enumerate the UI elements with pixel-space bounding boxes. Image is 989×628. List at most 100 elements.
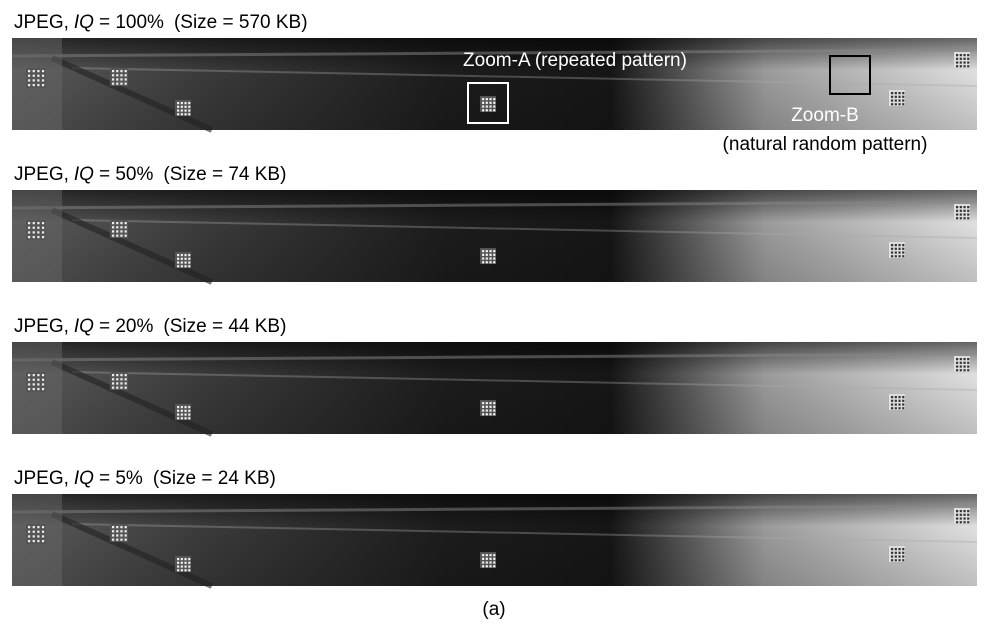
target-dot	[482, 413, 484, 415]
target-dot	[116, 534, 118, 536]
target-dot	[125, 226, 127, 228]
target-dot	[177, 102, 179, 104]
target-dot	[891, 559, 893, 561]
target-dot	[177, 109, 179, 111]
label-size: (Size = 44 KB)	[163, 316, 286, 337]
target-dot	[895, 96, 897, 98]
target-dot	[895, 103, 897, 105]
target-dot	[188, 417, 190, 419]
label-format: JPEG,	[14, 316, 69, 337]
target-dot	[956, 54, 958, 56]
target-dot	[28, 222, 30, 224]
target-dot	[967, 210, 969, 212]
target-dot	[963, 213, 965, 215]
target-dot	[42, 236, 44, 238]
target-dot	[120, 235, 122, 237]
target-dot	[181, 109, 183, 111]
target-dot	[898, 92, 900, 94]
target-dot	[188, 565, 190, 567]
target-dot	[37, 374, 39, 376]
target-dot	[33, 374, 35, 376]
target-dot	[184, 113, 186, 115]
target-dot	[967, 217, 969, 219]
target-dot	[963, 365, 965, 367]
target-dot	[37, 383, 39, 385]
target-dot	[184, 106, 186, 108]
target-dot	[120, 78, 122, 80]
target-dot	[891, 407, 893, 409]
target-dot	[967, 521, 969, 523]
target-dot	[482, 554, 484, 556]
target-dot	[898, 552, 900, 554]
target-dot	[33, 84, 35, 86]
target-dot	[493, 561, 495, 563]
target-dot	[891, 92, 893, 94]
target-dot	[184, 265, 186, 267]
target-dot	[112, 230, 114, 232]
target-dot	[116, 226, 118, 228]
target-dot	[486, 250, 488, 252]
target-dot	[956, 58, 958, 60]
target-dot	[956, 210, 958, 212]
target-dot	[493, 406, 495, 408]
target-dot	[967, 206, 969, 208]
target-dot	[125, 374, 127, 376]
target-dot	[956, 362, 958, 364]
target-dot	[112, 526, 114, 528]
target-dot	[177, 565, 179, 567]
target-dot	[482, 406, 484, 408]
target-dot	[33, 526, 35, 528]
target-dot	[37, 388, 39, 390]
target-dot	[188, 261, 190, 263]
target-dot	[960, 369, 962, 371]
target-dot	[891, 244, 893, 246]
target-dot	[482, 261, 484, 263]
target-dot	[116, 382, 118, 384]
target-dot	[956, 61, 958, 63]
target-dot	[116, 70, 118, 72]
target-dot	[188, 265, 190, 267]
target-dot	[116, 378, 118, 380]
target-dot	[28, 526, 30, 528]
target-dot	[956, 365, 958, 367]
target-dot	[895, 403, 897, 405]
target-dot	[42, 383, 44, 385]
target-dot	[181, 410, 183, 412]
target-dot	[177, 261, 179, 263]
target-dot	[42, 75, 44, 77]
target-dot	[125, 235, 127, 237]
target-dot	[898, 251, 900, 253]
label-size: (Size = 24 KB)	[153, 468, 276, 489]
target-dot	[486, 565, 488, 567]
target-dot	[181, 565, 183, 567]
target-dot	[28, 379, 30, 381]
target-dot	[177, 406, 179, 408]
target-dot	[181, 558, 183, 560]
target-dot	[482, 409, 484, 411]
target-dot	[188, 562, 190, 564]
target-dot	[960, 213, 962, 215]
target-dot	[188, 113, 190, 115]
target-dot	[963, 61, 965, 63]
target-dot	[42, 531, 44, 533]
target-dot	[482, 105, 484, 107]
target-dot	[33, 383, 35, 385]
target-dot	[112, 374, 114, 376]
target-dot	[482, 565, 484, 567]
target-dot	[112, 222, 114, 224]
label-quality-symbol: IQ	[74, 164, 94, 185]
target-dot	[967, 358, 969, 360]
target-dot	[177, 413, 179, 415]
target-dot	[486, 561, 488, 563]
target-dot	[963, 54, 965, 56]
panel-label: JPEG,IQ= 5%(Size = 24 KB)	[14, 468, 276, 489]
target-dot	[902, 244, 904, 246]
target-dot	[181, 265, 183, 267]
target-dot	[184, 109, 186, 111]
target-dot	[42, 227, 44, 229]
target-dot	[891, 103, 893, 105]
target-dot	[116, 222, 118, 224]
target-dot	[37, 79, 39, 81]
target-dot	[482, 561, 484, 563]
target-dot	[482, 102, 484, 104]
